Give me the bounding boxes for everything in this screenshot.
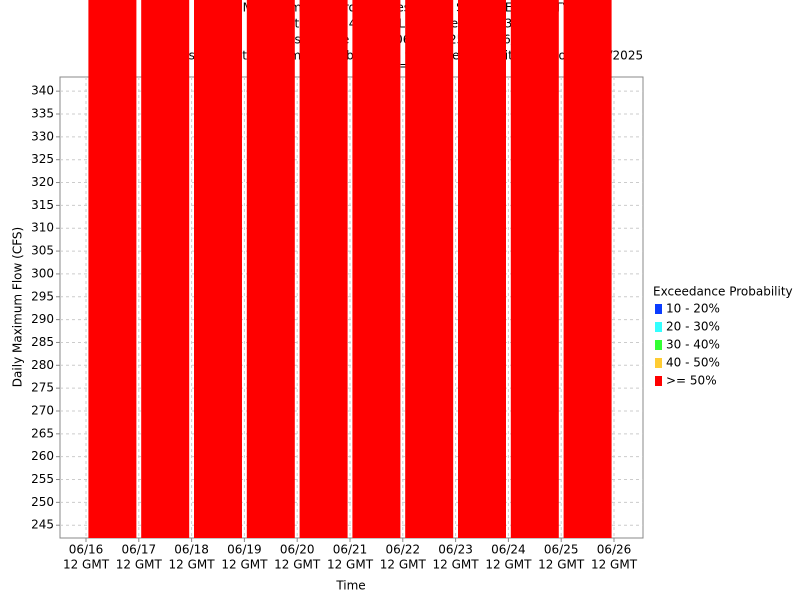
x-tick-label: 12 GMT [63, 558, 110, 572]
legend-swatch [655, 376, 662, 386]
legend-label: 10 - 20% [666, 302, 720, 316]
y-tick-label: 320 [31, 175, 54, 189]
y-tick-label: 305 [31, 244, 54, 258]
y-tick-label: 330 [31, 129, 54, 143]
x-tick-label: 06/16 [69, 543, 104, 557]
y-tick-label: 315 [31, 198, 54, 212]
bar-segment [405, 0, 454, 538]
bar-segment [352, 0, 401, 538]
y-tick-label: 255 [31, 472, 54, 486]
y-tick-label: 300 [31, 266, 54, 280]
x-tick-label: 12 GMT [169, 558, 216, 572]
y-tick-label: 310 [31, 221, 54, 235]
x-tick-label: 12 GMT [274, 558, 321, 572]
x-tick-label: 06/26 [597, 543, 632, 557]
y-tick-label: 280 [31, 358, 54, 372]
x-tick-label: 06/22 [386, 543, 421, 557]
legend-swatch [655, 340, 662, 350]
x-tick-label: 12 GMT [538, 558, 585, 572]
legend-swatch [655, 304, 662, 314]
x-tick-label: 06/20 [280, 543, 315, 557]
bar-segment [563, 0, 612, 538]
legend-swatch [655, 358, 662, 368]
y-tick-label: 285 [31, 335, 54, 349]
y-tick-label: 270 [31, 403, 54, 417]
bar-segment [246, 0, 295, 538]
y-tick-label: 290 [31, 312, 54, 326]
bar-segment [194, 0, 242, 539]
x-tick-label: 06/24 [491, 543, 526, 557]
bar-segment [299, 0, 348, 539]
y-tick-label: 325 [31, 152, 54, 166]
y-tick-label: 265 [31, 426, 54, 440]
y-tick-label: 275 [31, 381, 54, 395]
legend-label: 40 - 50% [666, 356, 720, 370]
x-tick-label: 06/18 [174, 543, 209, 557]
bar-segment [458, 0, 506, 539]
x-tick-label: 12 GMT [433, 558, 480, 572]
y-tick-label: 335 [31, 107, 54, 121]
y-tick-label: 250 [31, 495, 54, 509]
legend-title: Exceedance Probability [653, 285, 793, 299]
legend-label: >= 50% [666, 374, 717, 388]
x-tick-label: 06/21 [333, 543, 368, 557]
x-tick-label: 06/25 [544, 543, 579, 557]
y-axis-label: Daily Maximum Flow (CFS) [11, 227, 25, 387]
y-tick-label: 260 [31, 449, 54, 463]
y-tick-label: 340 [31, 84, 54, 98]
bar-segment [141, 0, 190, 538]
x-axis-label: Time [335, 579, 365, 593]
x-tick-label: 12 GMT [485, 558, 532, 572]
x-tick-label: 12 GMT [591, 558, 638, 572]
legend-label: 20 - 30% [666, 320, 720, 334]
x-tick-label: 12 GMT [327, 558, 374, 572]
legend-label: 30 - 40% [666, 338, 720, 352]
bar-segment [88, 0, 137, 538]
y-tick-label: 245 [31, 518, 54, 532]
bar-segment [510, 0, 559, 538]
legend-swatch [655, 322, 662, 332]
y-tick-label: 295 [31, 289, 54, 303]
x-tick-label: 06/17 [122, 543, 157, 557]
x-tick-label: 12 GMT [221, 558, 268, 572]
x-tick-label: 12 GMT [380, 558, 427, 572]
x-tick-label: 12 GMT [116, 558, 163, 572]
x-tick-label: 06/23 [438, 543, 473, 557]
x-tick-label: 06/19 [227, 543, 262, 557]
